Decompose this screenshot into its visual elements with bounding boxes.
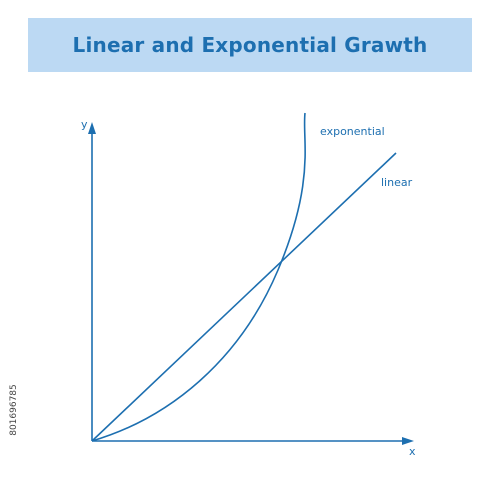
y-axis-label: y: [81, 118, 88, 131]
x-axis-label: x: [409, 445, 416, 458]
diagram-title: Linear and Exponential Grawth: [72, 33, 428, 57]
x-axis-arrow-icon: [402, 437, 414, 445]
exponential-curve: [91, 112, 306, 442]
side-id-text: 801696785: [8, 340, 20, 480]
linear-curve: [91, 152, 397, 442]
title-banner: Linear and Exponential Grawth: [28, 18, 472, 72]
y-axis-arrow-icon: [88, 122, 96, 134]
exponential-label: exponential: [320, 125, 385, 138]
linear-label: linear: [381, 176, 413, 189]
side-id-label: 801696785: [9, 384, 20, 436]
